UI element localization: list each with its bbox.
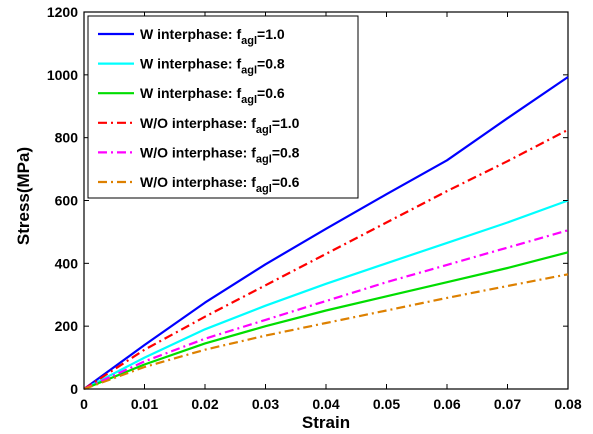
x-tick-label: 0.01	[131, 396, 158, 412]
series-layer	[83, 76, 569, 391]
y-tick-label: 600	[55, 193, 79, 209]
legend-label-2: W interphase: fagl=0.8	[140, 56, 285, 77]
legend-label-3: W interphase: fagl=0.6	[140, 85, 285, 106]
series-line-3	[83, 251, 569, 391]
x-tick-label: 0.07	[494, 396, 521, 412]
legend-label-4: W/O interphase: fagl=1.0	[140, 115, 300, 136]
y-tick-label: 800	[55, 130, 79, 146]
series-line-4	[83, 128, 569, 390]
axes-layer: 0 0.01 0.02 0.03 0.04 0.05 0.06 0.07 0.08 0 200 400…	[47, 4, 582, 412]
series-line-6	[83, 273, 569, 391]
legend-label-5: W/O interphase: fagl=0.8	[140, 144, 300, 165]
y-axis-label: Stress(MPa)	[14, 147, 33, 245]
series-line-2	[83, 199, 569, 390]
series-line-5	[83, 229, 569, 391]
x-axis-label: Strain	[302, 413, 350, 432]
x-tick-label: 0.03	[252, 396, 279, 412]
legend-box	[87, 15, 359, 199]
y-tick-label: 0	[70, 381, 78, 397]
x-tick-label: 0.05	[373, 396, 400, 412]
x-tick-label: 0.06	[433, 396, 460, 412]
legend: W interphase: fagl=1.0 W interphase: fagl…	[87, 15, 359, 199]
series-line-1	[83, 76, 569, 390]
y-tick-label: 200	[55, 318, 79, 334]
x-tick-label: 0.02	[191, 396, 218, 412]
x-tick-label: 0.08	[554, 396, 581, 412]
y-tick-label: 1000	[47, 67, 78, 83]
legend-label-1: W interphase: fagl=1.0	[140, 26, 285, 47]
x-tick-label: 0	[80, 396, 88, 412]
y-tick-label: 400	[55, 255, 79, 271]
y-tick-label: 1200	[47, 4, 78, 20]
legend-label-6: W/O interphase: fagl=0.6	[140, 174, 300, 195]
x-tick-label: 0.04	[312, 396, 339, 412]
